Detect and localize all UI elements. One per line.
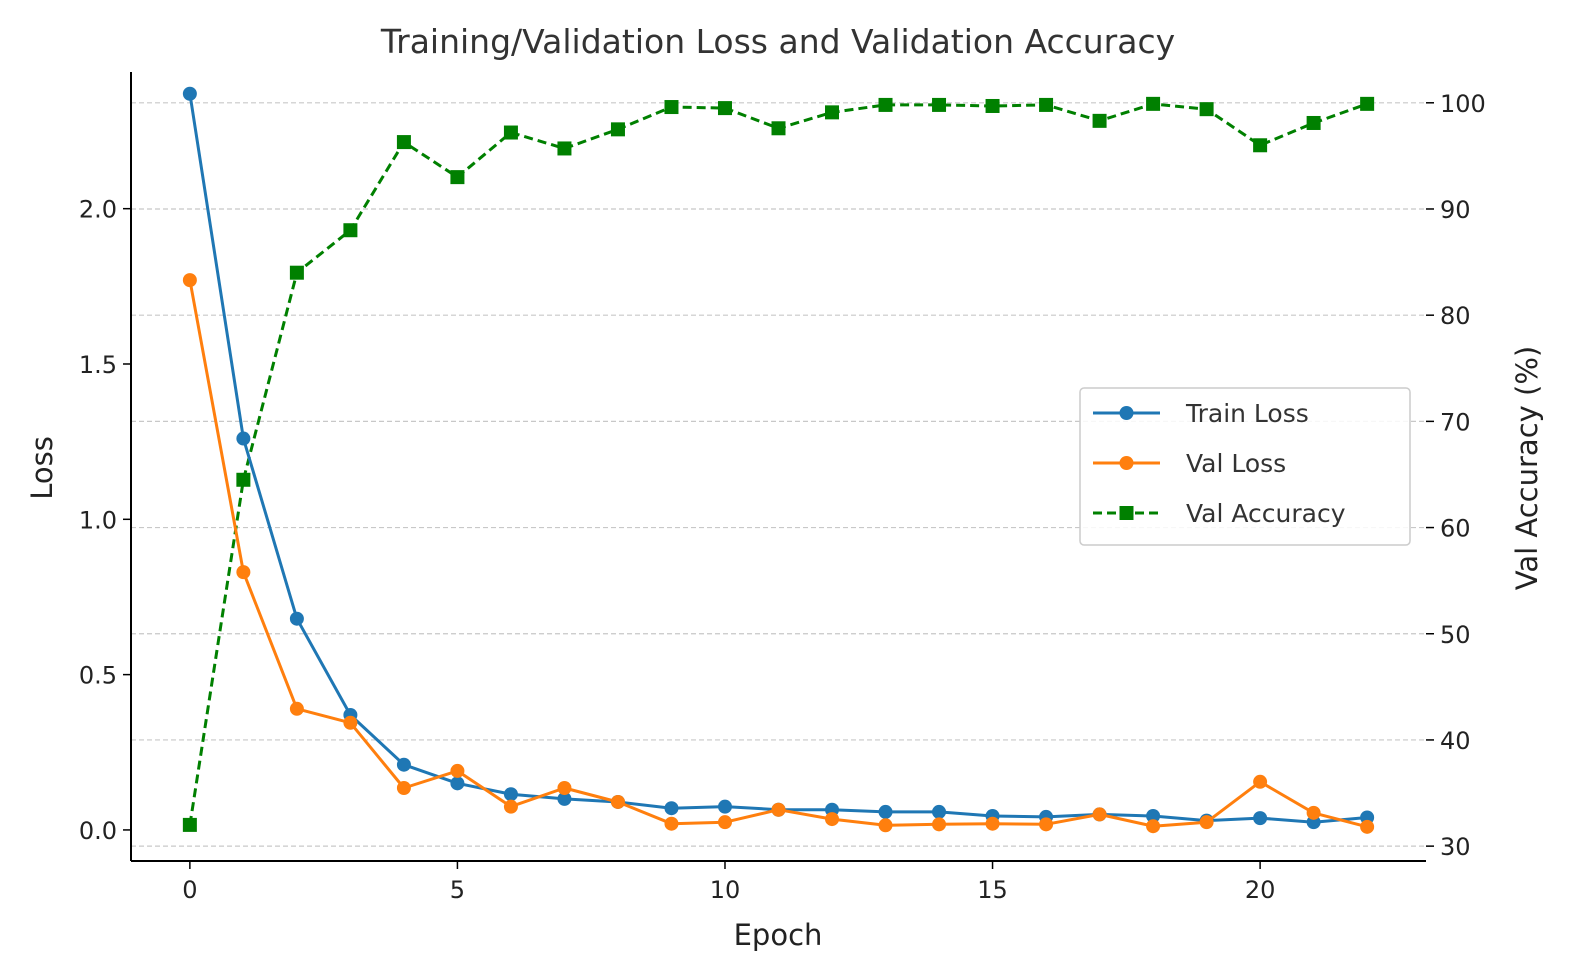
val-accuracy-point (1306, 115, 1321, 130)
legend-box (1079, 387, 1411, 546)
val-accuracy-point (289, 265, 304, 280)
legend: Train Loss Val Loss Val Accuracy (1079, 387, 1411, 546)
train-loss-point (717, 799, 732, 814)
legend-label-val-loss: Val Loss (1186, 449, 1286, 478)
val-accuracy-point (825, 105, 840, 120)
right-y-tick-label: 40 (1440, 727, 1471, 755)
train-loss-point (182, 86, 197, 101)
legend-marker-train-loss (1119, 406, 1134, 420)
val-accuracy-point (1092, 113, 1107, 128)
train-loss-point (1146, 808, 1161, 823)
train-loss-point (557, 791, 572, 806)
val-loss-point (664, 816, 679, 831)
legend-marker-val-loss (1119, 456, 1134, 470)
val-accuracy-point (1199, 102, 1214, 117)
val-loss-point (825, 812, 840, 827)
val-accuracy-point (932, 97, 947, 112)
val-loss-point (771, 802, 786, 817)
val-loss-point (557, 781, 572, 796)
right-y-tick-label: 90 (1440, 196, 1471, 224)
x-axis-ticks: 0 5 10 15 20 (182, 861, 1275, 904)
val-accuracy-point (985, 98, 1000, 113)
val-loss-series (182, 273, 1375, 834)
train-loss-point (664, 801, 679, 816)
val-loss-point (717, 815, 732, 830)
legend-label-val-accuracy: Val Accuracy (1186, 499, 1346, 528)
left-y-tick-label: 2.0 (79, 196, 117, 224)
train-loss-point (236, 431, 251, 446)
val-accuracy-series (182, 96, 1375, 832)
val-loss-point (610, 794, 625, 809)
val-loss-point (450, 763, 465, 778)
train-loss-point (396, 757, 411, 772)
train-loss-point (289, 611, 304, 626)
right-y-tick-label: 70 (1440, 408, 1471, 436)
left-y-tick-label: 1.5 (79, 351, 117, 379)
right-y-tick-label: 30 (1440, 833, 1471, 861)
val-loss-point (1253, 774, 1268, 789)
x-tick-label: 5 (450, 876, 465, 904)
val-accuracy-point (1360, 96, 1375, 111)
val-loss-point (932, 817, 947, 832)
legend-label-train-loss: Train Loss (1185, 399, 1309, 428)
val-loss-point (1306, 805, 1321, 820)
right-y-axis-title: Val Accuracy (%) (1510, 346, 1544, 590)
val-accuracy-point (610, 122, 625, 137)
legend-marker-val-accuracy (1119, 506, 1134, 520)
x-tick-label: 15 (977, 876, 1008, 904)
val-loss-point (503, 799, 518, 814)
train-loss-point (450, 776, 465, 791)
right-y-axis-ticks: 30 40 50 60 70 80 90 100 (1426, 90, 1486, 861)
chart-title: Training/Validation Loss and Validation … (380, 22, 1175, 61)
x-tick-label: 20 (1245, 876, 1276, 904)
val-accuracy-point (396, 135, 411, 150)
val-loss-point (1039, 817, 1054, 832)
x-axis-title: Epoch (734, 918, 823, 952)
val-accuracy-point (343, 223, 358, 238)
right-y-tick-label: 50 (1440, 621, 1471, 649)
left-y-axis-title: Loss (25, 436, 59, 500)
train-loss-point (878, 804, 893, 819)
val-loss-point (878, 818, 893, 833)
x-tick-label: 10 (710, 876, 741, 904)
right-y-tick-label: 100 (1440, 90, 1486, 118)
left-y-tick-label: 0.0 (79, 817, 117, 845)
val-accuracy-point (182, 817, 197, 832)
val-loss-point (289, 701, 304, 716)
train-loss-point (1253, 811, 1268, 826)
train-loss-point (932, 804, 947, 819)
val-loss-point (1199, 815, 1214, 830)
right-y-tick-label: 80 (1440, 302, 1471, 330)
val-accuracy-point (1039, 97, 1054, 112)
val-loss-point (396, 781, 411, 796)
val-loss-point (236, 565, 251, 580)
val-loss-point (1360, 819, 1375, 834)
val-loss-point (985, 816, 1000, 831)
val-accuracy-point (664, 100, 679, 115)
val-accuracy-point (1146, 96, 1161, 111)
right-y-tick-label: 60 (1440, 515, 1471, 543)
val-accuracy-point (717, 101, 732, 116)
val-accuracy-point (1253, 138, 1268, 153)
val-loss-point (182, 273, 197, 288)
legend-entries: Train Loss Val Loss Val Accuracy (1093, 399, 1346, 528)
series-layer (182, 86, 1375, 834)
val-accuracy-point (236, 472, 251, 487)
val-accuracy-point (878, 97, 893, 112)
val-accuracy-point (450, 170, 465, 185)
val-accuracy-point (503, 125, 518, 140)
x-tick-label: 0 (182, 876, 197, 904)
left-y-tick-label: 0.5 (79, 662, 117, 690)
left-y-axis-ticks: 0.0 0.5 1.0 1.5 2.0 (79, 196, 131, 845)
left-y-tick-label: 1.0 (79, 506, 117, 534)
train-loss-point (503, 787, 518, 802)
val-accuracy-point (557, 141, 572, 156)
val-loss-point (343, 715, 358, 730)
val-accuracy-point (771, 121, 786, 136)
val-loss-point (1092, 807, 1107, 822)
val-loss-point (1146, 819, 1161, 834)
